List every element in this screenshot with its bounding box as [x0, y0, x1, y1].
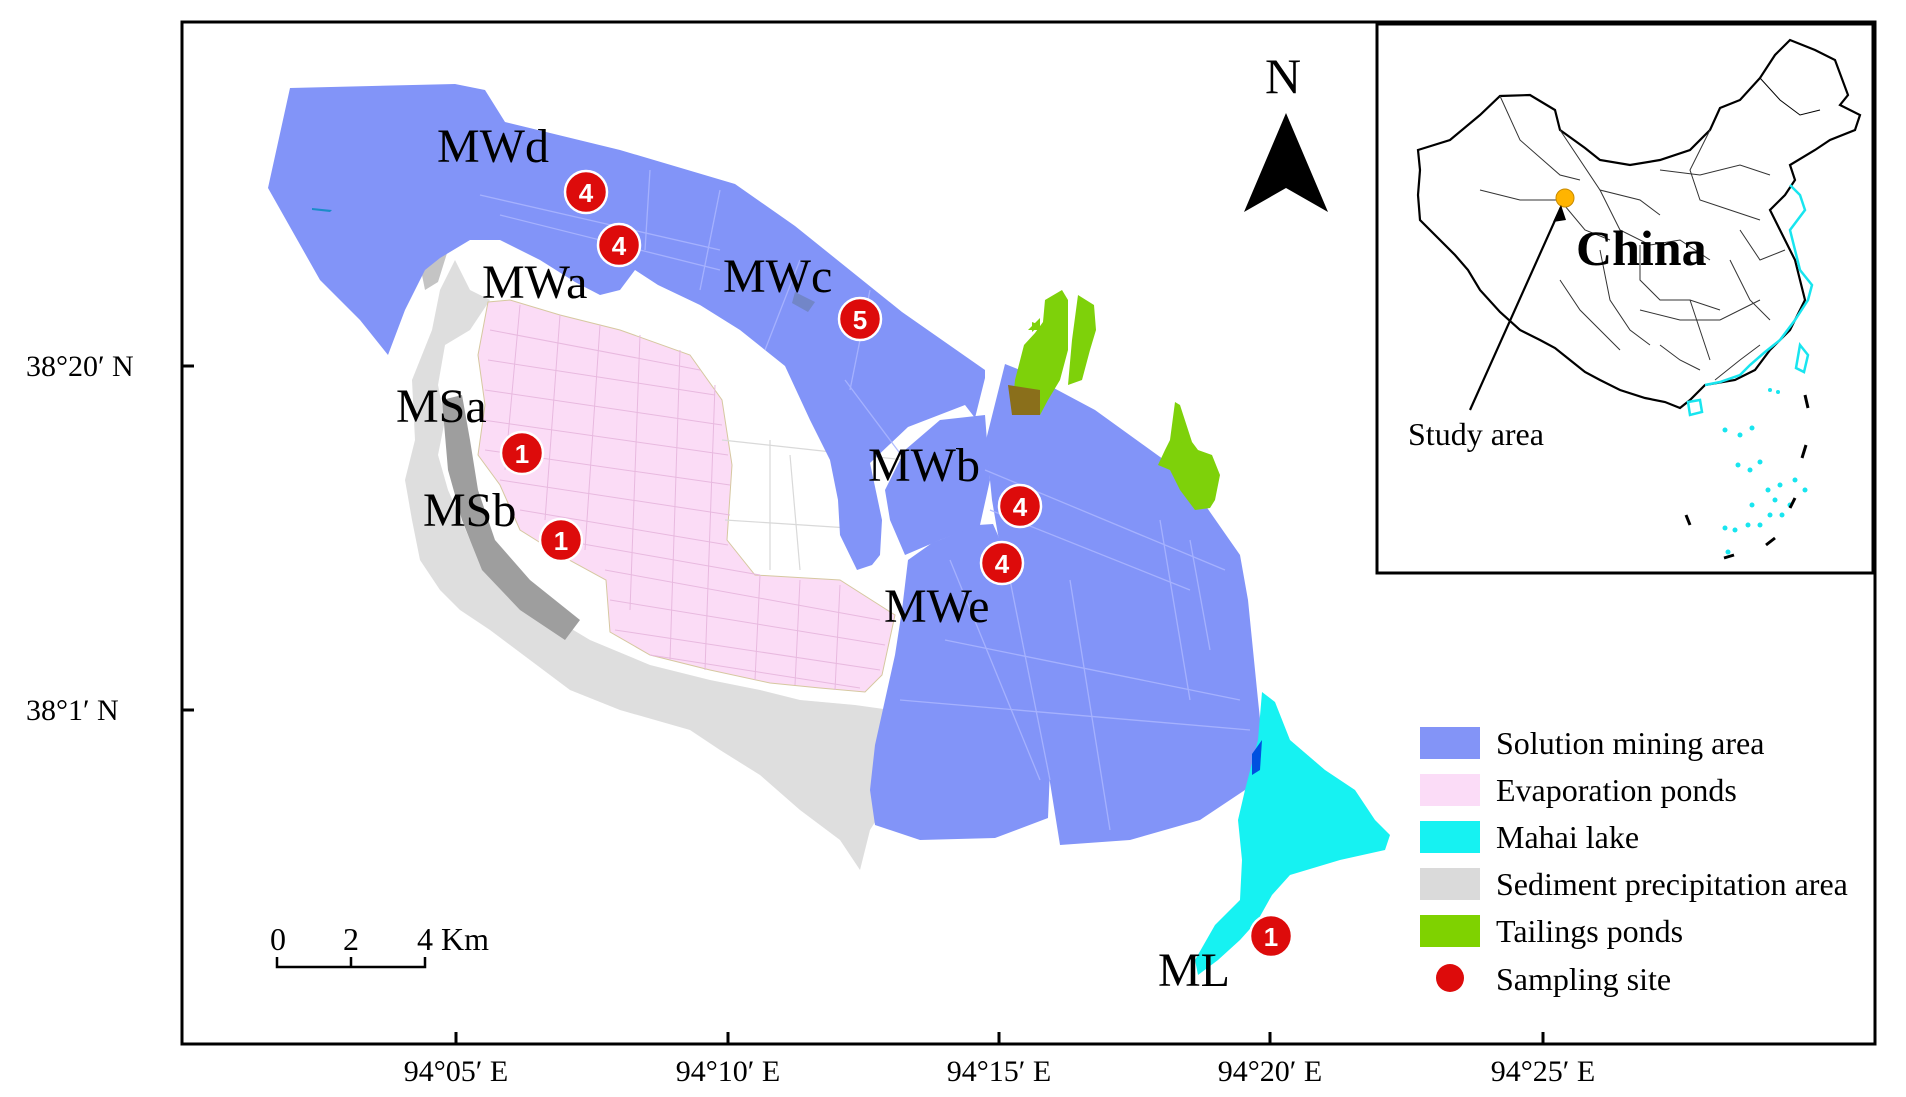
hainan — [1686, 398, 1704, 417]
islands — [1722, 388, 1808, 555]
y-tick-label-2: 38°1′ N — [26, 694, 119, 727]
inset-frame — [1375, 22, 1875, 575]
site-label-mwb: MWb — [868, 439, 980, 492]
site-count-mwd: 4 — [579, 178, 594, 208]
legend-swatch-evaporation-ponds — [1420, 774, 1480, 806]
site-msa[interactable]: MSa 1 — [396, 380, 545, 476]
scale-bar-tick-4: 4 Km — [417, 921, 489, 957]
site-ml[interactable]: ML 1 — [1158, 913, 1294, 997]
x-tick-label-4: 94°20′ E — [1218, 1055, 1322, 1088]
taiwan — [1794, 342, 1810, 374]
inset-country-label: China — [1576, 220, 1707, 276]
site-marker-mwb — [997, 483, 1043, 529]
x-tick-label-3: 94°15′ E — [947, 1055, 1051, 1088]
site-count-msb: 1 — [554, 526, 568, 556]
site-count-mwe: 4 — [995, 549, 1010, 579]
legend-label-solution-mining: Solution mining area — [1496, 725, 1764, 761]
x-tick-label-5: 94°25′ E — [1491, 1055, 1595, 1088]
site-count-mwb: 4 — [1013, 492, 1028, 522]
scale-bar: 0 2 4 Km — [270, 921, 489, 969]
coastline — [1704, 184, 1814, 387]
site-mwe[interactable]: MWe 4 — [884, 540, 1025, 633]
nine-dash-line — [1684, 394, 1810, 560]
legend-swatch-tailings-ponds — [1420, 915, 1480, 947]
site-mwd[interactable]: MWd 4 — [437, 120, 609, 215]
site-label-mwd: MWd — [437, 120, 549, 173]
site-mwc[interactable]: MWc 5 — [723, 250, 883, 342]
legend: Solution mining area Evaporation ponds M… — [1420, 725, 1848, 997]
site-mwa[interactable]: MWa 4 — [482, 222, 642, 309]
site-marker-mwa — [596, 222, 642, 268]
pointer-arrowhead — [1553, 205, 1566, 222]
legend-label-evaporation-ponds: Evaporation ponds — [1496, 772, 1737, 808]
site-label-ml: ML — [1158, 944, 1230, 997]
north-arrow-icon — [1244, 113, 1328, 212]
site-label-msa: MSa — [396, 380, 487, 433]
site-label-mwe: MWe — [884, 580, 989, 633]
x-tick-label-2: 94°10′ E — [676, 1055, 780, 1088]
north-arrow-label: N — [1265, 48, 1301, 104]
site-marker-mwd — [563, 169, 609, 215]
scale-bar-tick-0: 0 — [270, 921, 286, 957]
heilongjiang-extra — [1759, 77, 1821, 116]
china-outline — [1416, 38, 1862, 410]
site-marker-msa — [499, 430, 545, 476]
scale-bar-tick-2: 2 — [343, 921, 359, 957]
site-count-ml: 1 — [1264, 922, 1278, 952]
site-marker-mwc — [837, 296, 883, 342]
north-arrow: N — [1244, 48, 1328, 212]
evaporation-ponds — [477, 299, 906, 693]
legend-label-mahai-lake: Mahai lake — [1496, 819, 1639, 855]
study-area-point — [1555, 188, 1575, 208]
axis-labels: 38°20′ N 38°1′ N 94°05′ E 94°10′ E 94°15… — [26, 350, 1595, 1088]
site-mwb[interactable]: MWb 4 — [868, 439, 1043, 529]
site-count-mwc: 5 — [853, 305, 867, 335]
legend-label-tailings-ponds: Tailings ponds — [1496, 913, 1683, 949]
province-boundaries — [1479, 95, 1786, 381]
study-area-pointer — [1468, 206, 1563, 411]
legend-label-sediment-area: Sediment precipitation area — [1496, 866, 1848, 902]
legend-swatch-sampling-site — [1436, 964, 1464, 992]
legend-label-sampling-site: Sampling site — [1496, 961, 1671, 997]
study-area-label: Study area — [1408, 416, 1544, 452]
legend-swatch-solution-mining — [1420, 727, 1480, 759]
site-label-mwc: MWc — [723, 250, 832, 303]
tailings-ponds — [1008, 290, 1220, 510]
site-label-mwa: MWa — [482, 256, 587, 309]
axis-ticks — [182, 364, 1545, 1044]
site-msb[interactable]: MSb 1 — [423, 484, 584, 563]
site-marker-ml — [1248, 913, 1294, 959]
site-label-msb: MSb — [423, 484, 516, 537]
mahai-lake — [1195, 692, 1390, 975]
site-marker-mwe — [979, 540, 1025, 586]
site-count-msa: 1 — [515, 439, 529, 469]
y-tick-label-1: 38°20′ N — [26, 350, 134, 383]
solution-mining-area — [268, 84, 1262, 845]
x-tick-label-1: 94°05′ E — [404, 1055, 508, 1088]
sampling-sites: MWd 4 MWa 4 MWc 5 MSa 1 MSb 1 MWb 4 — [396, 120, 1294, 997]
inset-map: China Study area — [1375, 22, 1875, 575]
legend-swatch-sediment-area — [1420, 868, 1480, 900]
site-count-mwa: 4 — [612, 231, 627, 261]
legend-swatch-mahai-lake — [1420, 821, 1480, 853]
site-marker-msb — [538, 517, 584, 563]
